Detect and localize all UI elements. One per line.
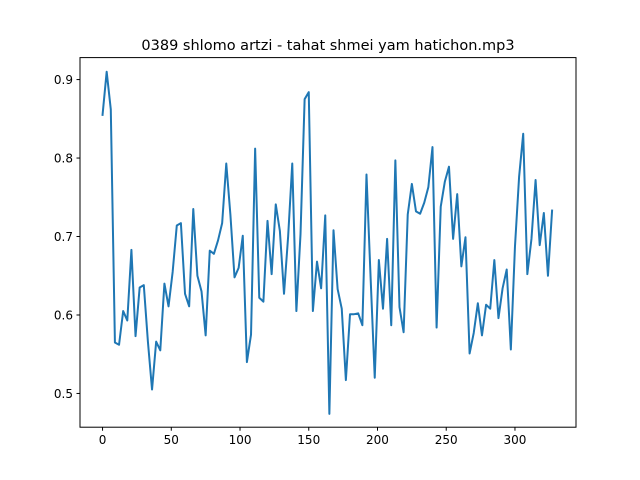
x-axis-ticks: 0 50 100 150 200 250 300 [99, 427, 527, 447]
y-axis-ticks: 0.5 0.6 0.7 0.8 0.9 [54, 73, 80, 401]
x-tick-label: 200 [366, 433, 389, 447]
y-tick-label: 0.5 [54, 387, 73, 401]
plot-area-frame [79, 57, 577, 428]
chart-title: 0389 shlomo artzi - tahat shmei yam hati… [141, 38, 514, 54]
y-tick-label: 0.7 [54, 230, 73, 244]
x-tick-label: 100 [229, 433, 252, 447]
series-line [101, 70, 554, 415]
x-tick-label: 250 [435, 433, 458, 447]
series-layer [101, 70, 554, 415]
y-tick-label: 0.8 [54, 151, 73, 165]
x-tick-label: 0 [99, 433, 107, 447]
x-tick-label: 50 [164, 433, 179, 447]
x-tick-label: 300 [504, 433, 527, 447]
y-tick-label: 0.6 [54, 308, 73, 322]
y-tick-label: 0.9 [54, 73, 73, 87]
x-tick-label: 150 [297, 433, 320, 447]
